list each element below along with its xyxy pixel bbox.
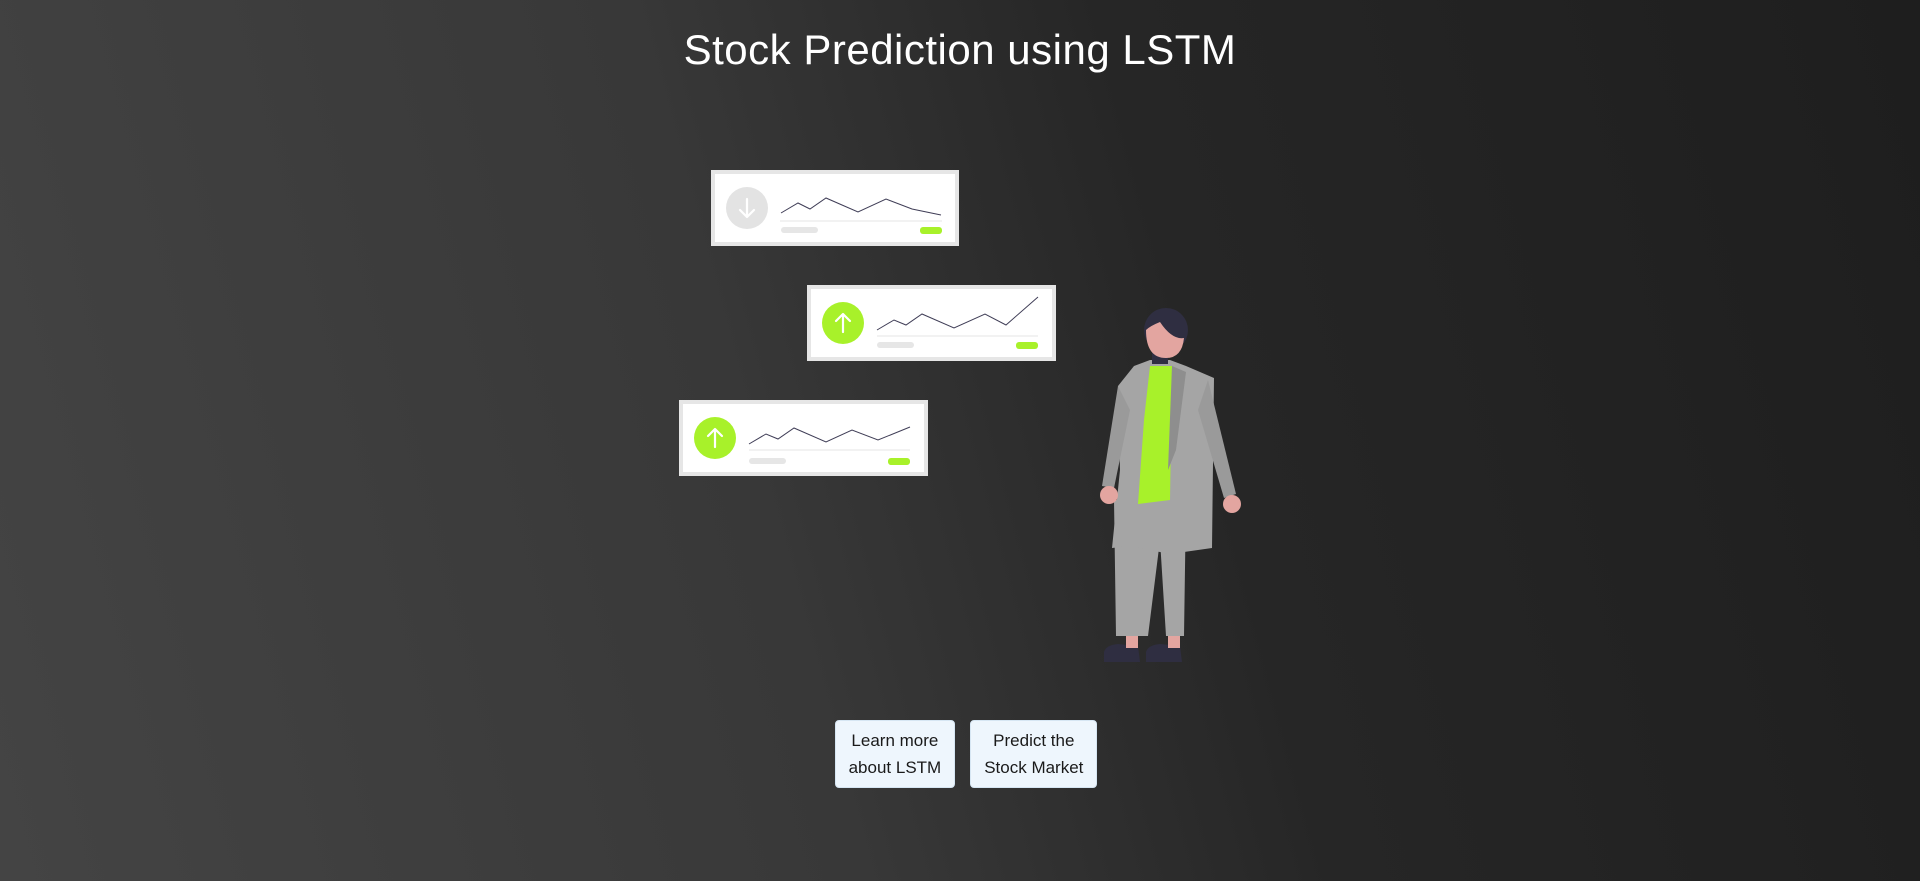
learn-more-button-line2: about LSTM	[848, 758, 942, 777]
sparkline	[876, 296, 1039, 331]
learn-more-button-line1: Learn more	[851, 731, 939, 750]
predict-stock-button[interactable]: Predict the Stock Market	[970, 720, 1098, 788]
button-row: Learn more about LSTM Predict the Stock …	[0, 720, 1920, 788]
learn-more-button[interactable]: Learn more about LSTM	[834, 720, 956, 788]
stock-card-up	[807, 285, 1056, 361]
stock-card-up	[679, 400, 928, 476]
predict-button-line1: Predict the	[993, 731, 1075, 750]
predict-button-line2: Stock Market	[984, 758, 1084, 777]
person-figure	[1100, 308, 1241, 662]
sparkline	[780, 197, 942, 216]
sparkline	[748, 426, 911, 445]
stock-card-down	[711, 170, 959, 246]
page-title: Stock Prediction using LSTM	[683, 26, 1237, 73]
